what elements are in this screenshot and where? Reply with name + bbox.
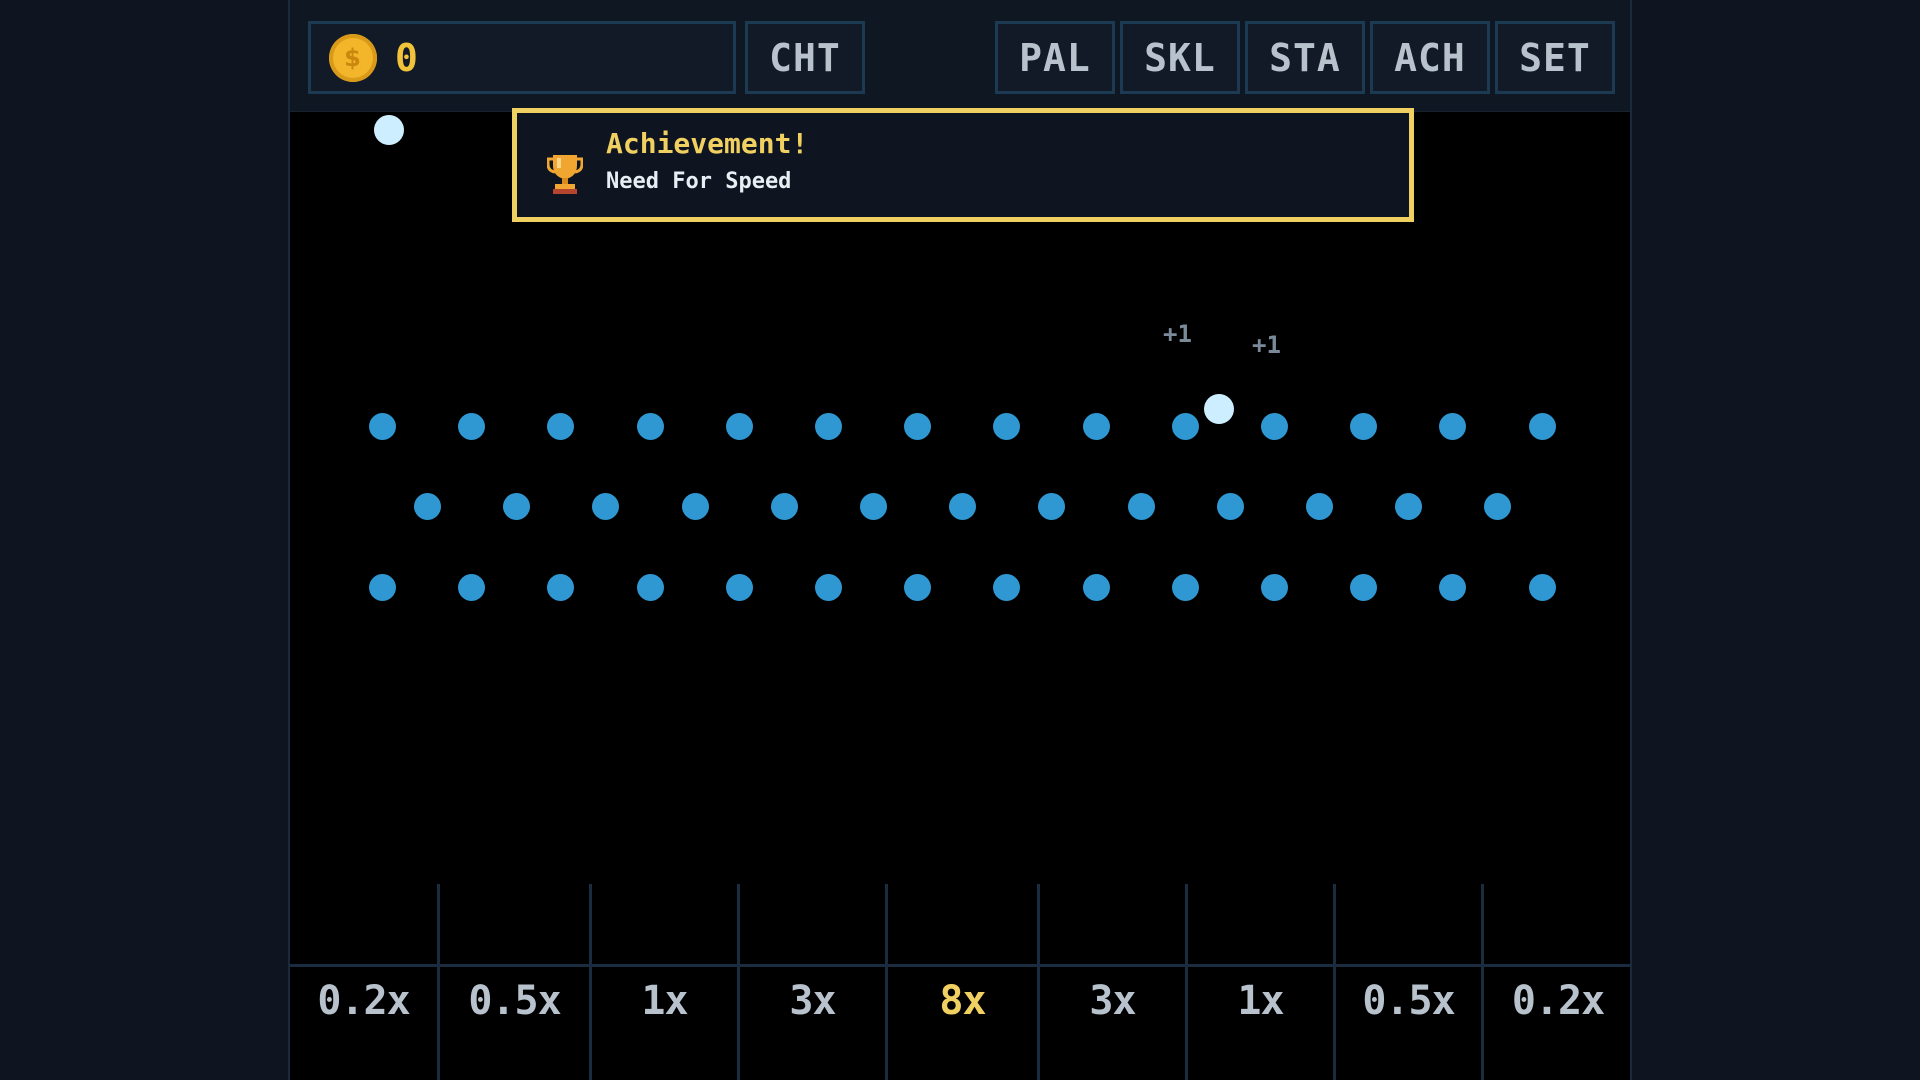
bucket-multiplier: 3x: [1089, 978, 1136, 1024]
peg: [369, 574, 396, 601]
peg: [1217, 493, 1244, 520]
bucket-divider: [589, 884, 592, 1080]
skills-button[interactable]: SKL: [1120, 21, 1240, 94]
peg: [726, 413, 753, 440]
bucket-multiplier: 0.2x: [317, 978, 410, 1024]
peg: [1172, 413, 1199, 440]
peg: [1529, 413, 1556, 440]
peg: [1038, 493, 1065, 520]
palette-button[interactable]: PAL: [995, 21, 1115, 94]
peg: [1261, 574, 1288, 601]
score-popup: +1: [1252, 331, 1281, 359]
peg: [637, 413, 664, 440]
peg: [860, 493, 887, 520]
bucket-multiplier: 3x: [789, 978, 836, 1024]
bucket-multiplier: 1x: [1237, 978, 1284, 1024]
peg: [1439, 413, 1466, 440]
peg: [726, 574, 753, 601]
achievement-name: Need For Speed: [606, 169, 792, 194]
bucket-multiplier: 0.5x: [468, 978, 561, 1024]
bucket-row: 0.2x 0.5x 1x 3x 8x 3x 1x 0.5x 0.2x: [290, 884, 1630, 1080]
bucket-divider: [1333, 884, 1336, 1080]
peg: [1083, 413, 1110, 440]
bucket-divider-line: [290, 964, 1630, 967]
peg: [1395, 493, 1422, 520]
peg: [547, 413, 574, 440]
peg: [1439, 574, 1466, 601]
peg: [592, 493, 619, 520]
achievement-toast: Achievement! Need For Speed: [512, 108, 1414, 222]
stats-button[interactable]: STA: [1245, 21, 1365, 94]
ball: [1204, 394, 1234, 424]
peg: [1172, 574, 1199, 601]
bucket-divider: [437, 884, 440, 1080]
peg: [1261, 413, 1288, 440]
settings-button[interactable]: SET: [1495, 21, 1615, 94]
bucket-divider: [885, 884, 888, 1080]
peg: [547, 574, 574, 601]
peg: [458, 574, 485, 601]
peg: [1306, 493, 1333, 520]
ball: [374, 115, 404, 145]
peg: [815, 574, 842, 601]
game-frame: $ 0 CHT PAL SKL STA ACH SET Achievement!…: [288, 0, 1632, 1080]
bucket-divider: [1481, 884, 1484, 1080]
achievement-title: Achievement!: [606, 127, 809, 160]
top-bar: $ 0 CHT PAL SKL STA ACH SET: [290, 0, 1630, 112]
peg: [1529, 574, 1556, 601]
peg: [637, 574, 664, 601]
peg: [682, 493, 709, 520]
score-popup: +1: [1163, 320, 1192, 348]
peg: [1484, 493, 1511, 520]
bucket-multiplier: 8x: [939, 978, 986, 1024]
peg: [904, 574, 931, 601]
bucket-divider: [1185, 884, 1188, 1080]
cheat-button[interactable]: CHT: [745, 21, 865, 94]
peg: [503, 493, 530, 520]
peg: [458, 413, 485, 440]
peg: [369, 413, 396, 440]
peg: [815, 413, 842, 440]
peg: [1350, 574, 1377, 601]
peg: [1083, 574, 1110, 601]
bucket-divider: [1037, 884, 1040, 1080]
bucket-multiplier: 0.2x: [1511, 978, 1605, 1024]
coin-icon: $: [329, 33, 377, 82]
achievements-button[interactable]: ACH: [1370, 21, 1490, 94]
peg: [1128, 493, 1155, 520]
coin-counter: $ 0: [308, 21, 736, 94]
peg: [993, 413, 1020, 440]
trophy-icon: [546, 151, 584, 199]
peg: [771, 493, 798, 520]
bucket-multiplier: 0.5x: [1362, 978, 1455, 1024]
bucket-divider: [737, 884, 740, 1080]
peg: [949, 493, 976, 520]
coin-value: 0: [395, 35, 419, 80]
peg: [1350, 413, 1377, 440]
peg: [993, 574, 1020, 601]
bucket-multiplier: 1x: [641, 978, 688, 1024]
peg: [414, 493, 441, 520]
peg: [904, 413, 931, 440]
